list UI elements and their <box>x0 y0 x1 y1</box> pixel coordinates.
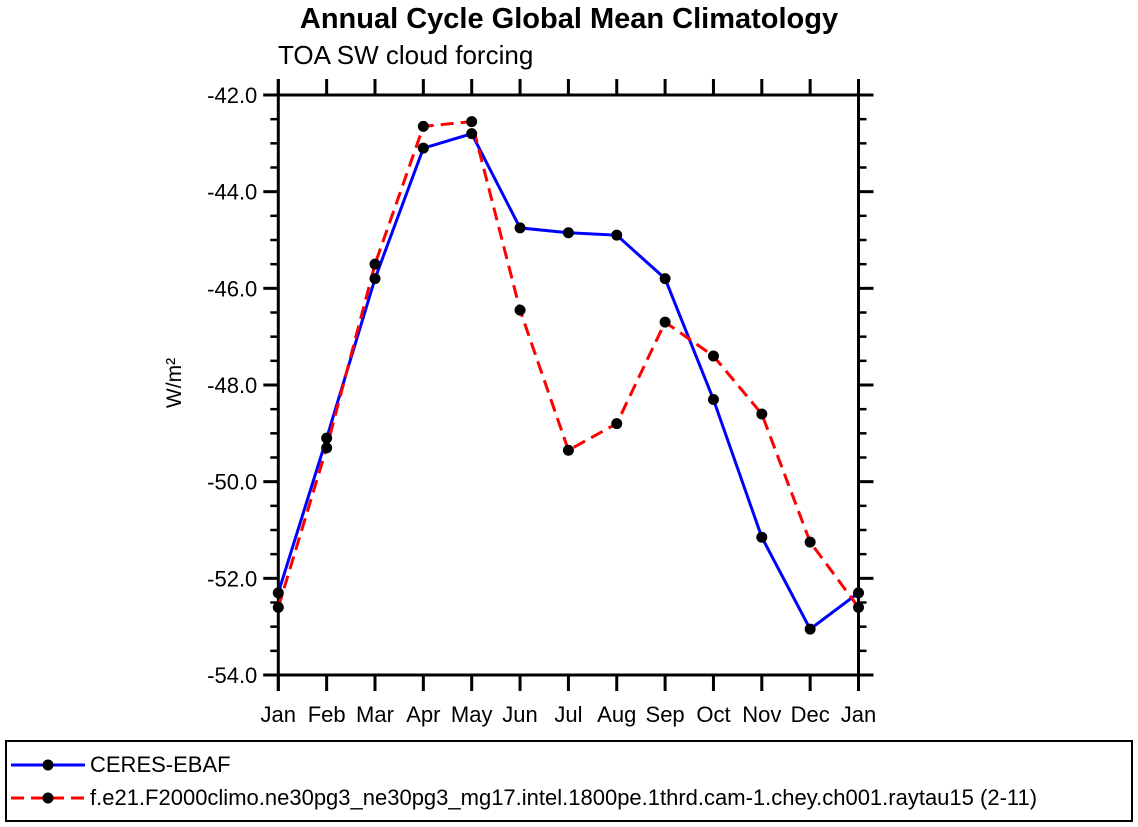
data-point-marker <box>562 227 574 239</box>
legend-item-model-run: f.e21.F2000climo.ne30pg3_ne30pg3_mg17.in… <box>7 781 1131 814</box>
data-point-marker <box>707 350 719 362</box>
legend-line-red-dashed-icon <box>11 792 85 803</box>
data-point-marker <box>369 258 381 270</box>
data-point-marker <box>611 229 623 241</box>
x-tick-label: Mar <box>356 702 394 727</box>
series-model-line <box>276 119 860 609</box>
data-point-marker <box>369 273 381 285</box>
x-tick-label: Jul <box>554 702 582 727</box>
data-point-marker <box>514 222 526 234</box>
x-tick-label: Jan <box>261 702 296 727</box>
data-point-marker <box>466 116 478 128</box>
legend-item-ceres-ebaf: CERES-EBAF <box>7 748 1131 781</box>
y-tick-label: -54.0 <box>207 663 257 688</box>
y-tick-label: -50.0 <box>207 470 257 495</box>
y-tick-label: -42.0 <box>207 83 257 108</box>
data-point-marker <box>321 442 333 454</box>
x-tick-label: Oct <box>696 702 730 727</box>
data-point-marker <box>804 536 816 548</box>
series-model-markers <box>272 116 864 613</box>
data-point-marker <box>756 408 768 420</box>
legend-line-blue-solid-icon <box>11 759 85 770</box>
x-axis-labels: Jan Feb Mar Apr May Jun Jul Aug Sep Oct Nov Dec Jan <box>261 702 877 727</box>
axis-frame <box>263 79 874 691</box>
y-tick-label: -46.0 <box>207 276 257 301</box>
legend-box: CERES-EBAF f.e21.F2000climo.ne30pg3_ne30… <box>5 740 1133 822</box>
data-point-marker <box>321 432 333 444</box>
x-tick-label: Feb <box>308 702 346 727</box>
data-point-marker <box>466 128 478 140</box>
x-tick-label: Aug <box>597 702 636 727</box>
x-tick-label: Apr <box>406 702 440 727</box>
data-point-marker <box>417 142 429 154</box>
data-point-marker <box>514 304 526 316</box>
data-point-marker <box>272 587 284 599</box>
data-point-marker <box>562 444 574 456</box>
data-point-marker <box>659 273 671 285</box>
annual-cycle-plot: Jan Feb Mar Apr May Jun Jul Aug Sep Oct Nov Dec Jan-… <box>207 79 877 727</box>
series-ceres-ebaf-line <box>276 131 860 632</box>
data-point-marker <box>804 623 816 635</box>
x-tick-label: Jan <box>841 702 876 727</box>
x-axis-ticks <box>276 79 860 691</box>
data-point-marker <box>611 418 623 430</box>
series-ceres-ebaf-markers <box>272 128 864 635</box>
chart-subtitle: TOA SW cloud forcing <box>278 40 534 70</box>
y-tick-label: -48.0 <box>207 373 257 398</box>
data-point-marker <box>756 531 768 543</box>
data-point-marker <box>272 601 284 613</box>
y-axis-ticks <box>263 93 874 677</box>
legend-label-ceres-ebaf: CERES-EBAF <box>90 751 231 777</box>
legend-label-model-run: f.e21.F2000climo.ne30pg3_ne30pg3_mg17.in… <box>90 784 1038 810</box>
data-point-marker <box>853 587 864 599</box>
data-point-marker <box>707 394 719 405</box>
data-point-marker <box>417 120 429 132</box>
x-tick-label: Dec <box>791 702 830 727</box>
data-point-marker <box>659 316 671 328</box>
x-tick-label: Jun <box>502 702 537 727</box>
y-axis-labels: -42.0 -44.0 -46.0 -48.0 -50.0 -52.0 -54.0 <box>207 83 257 688</box>
y-tick-label: -44.0 <box>207 180 257 205</box>
data-point-marker <box>853 601 864 613</box>
y-tick-label: -52.0 <box>207 566 257 591</box>
x-tick-label: Sep <box>646 702 685 727</box>
x-tick-label: Nov <box>742 702 781 727</box>
chart-title: Annual Cycle Global Mean Climatology <box>299 3 839 35</box>
x-tick-label: May <box>451 702 493 727</box>
